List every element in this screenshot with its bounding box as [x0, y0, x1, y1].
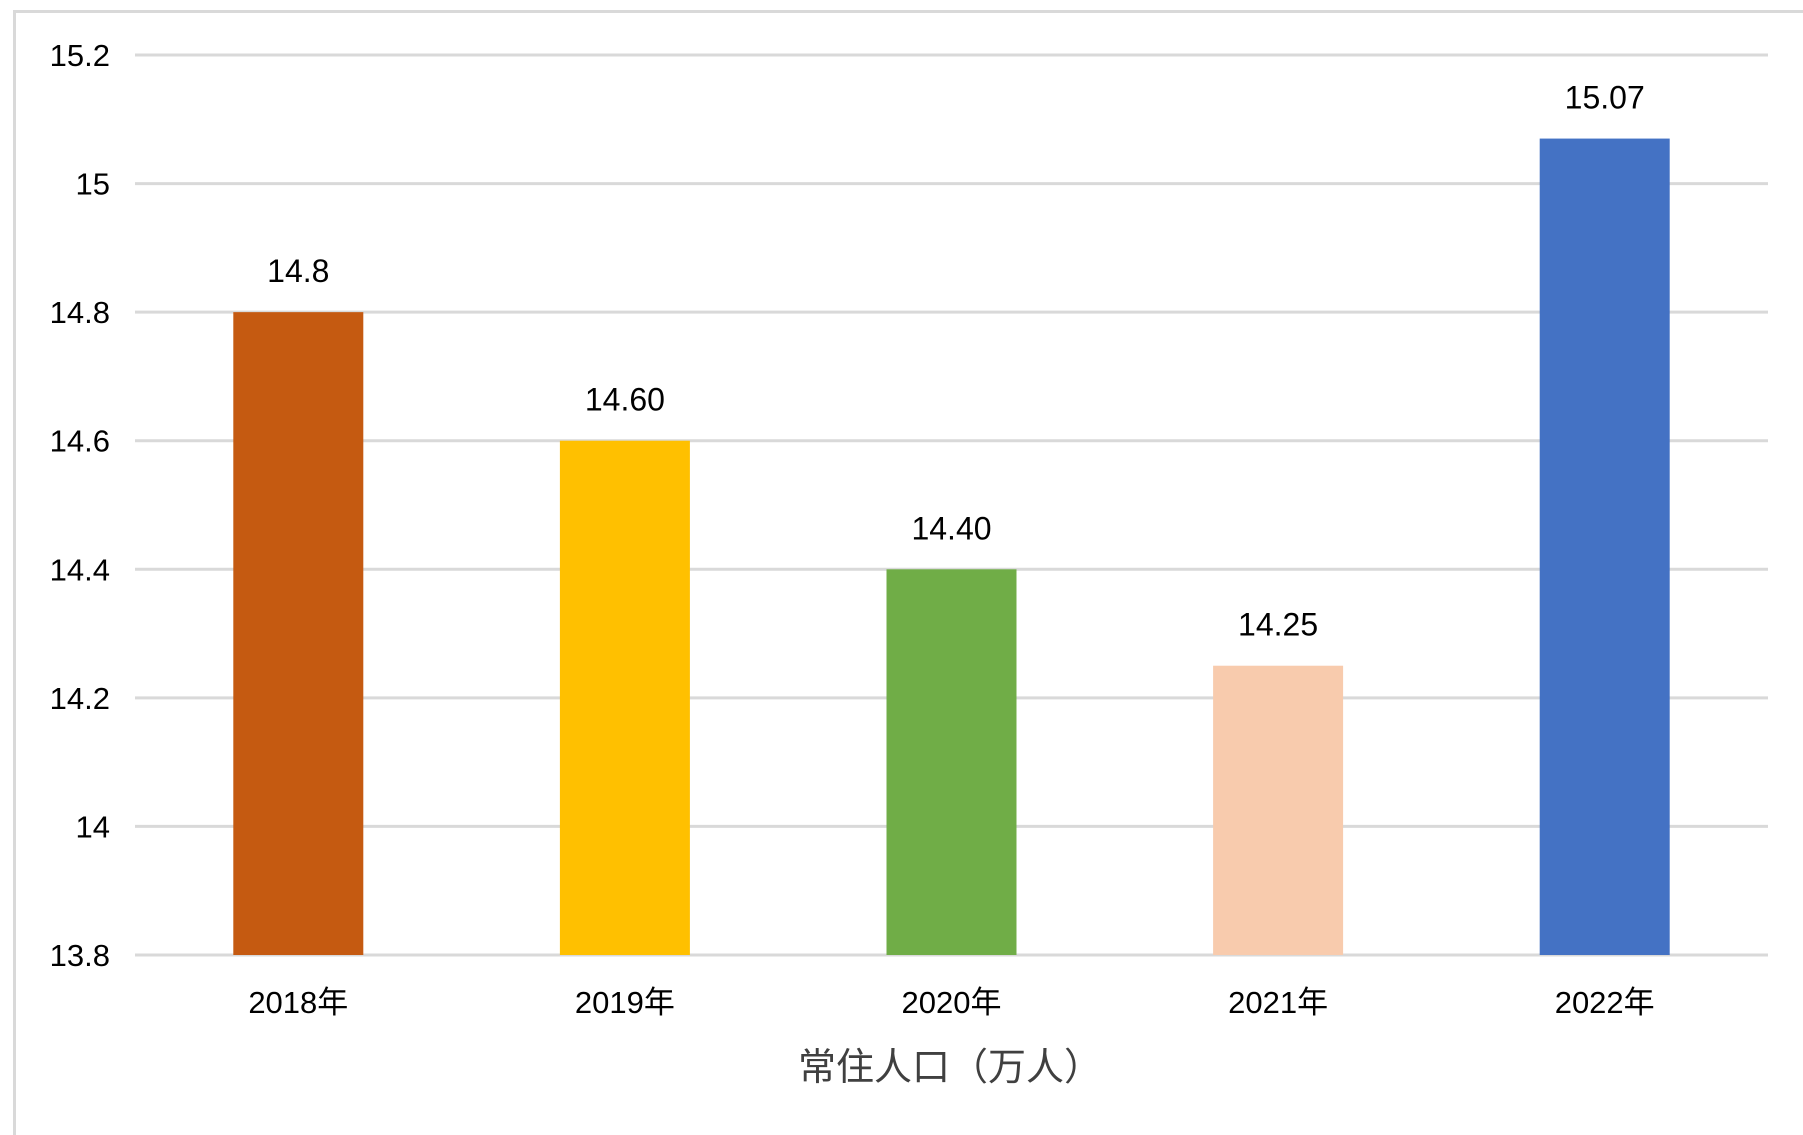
y-tick-label: 14.8 — [50, 295, 110, 330]
y-axis-tick-labels: 13.8 14 14.2 14.4 14.6 14.8 15 15.2 — [50, 38, 110, 973]
y-tick-label: 14.2 — [50, 681, 110, 716]
data-label: 14.25 — [1238, 607, 1318, 643]
chart-frame — [13, 10, 1803, 1135]
data-label: 15.07 — [1565, 80, 1645, 116]
x-tick-label: 2018年 — [248, 985, 348, 1020]
bar — [886, 569, 1017, 955]
bar — [1213, 665, 1344, 955]
y-tick-label: 14.4 — [50, 552, 110, 587]
x-tick-label: 2021年 — [1228, 985, 1328, 1020]
data-label: 14.40 — [911, 510, 991, 546]
x-axis-title: 常住人口（万人） — [798, 1045, 1102, 1089]
y-tick-label: 13.8 — [50, 938, 110, 973]
x-axis-tick-labels: 2018年 2019年 2020年 2021年 2022年 — [248, 985, 1654, 1020]
bar — [1539, 138, 1670, 956]
x-tick-label: 2020年 — [902, 985, 1002, 1020]
data-label: 14.60 — [585, 382, 665, 418]
x-tick-label: 2019年 — [575, 985, 675, 1020]
bar — [233, 312, 364, 956]
bar — [559, 440, 690, 955]
data-label: 14.8 — [267, 253, 329, 289]
x-tick-label: 2022年 — [1555, 985, 1655, 1020]
data-labels: 14.8 14.60 14.40 14.25 15.07 — [267, 80, 1645, 643]
y-tick-label: 14.6 — [50, 424, 110, 459]
y-tick-label: 15.2 — [50, 38, 110, 73]
bars — [233, 138, 1670, 956]
y-tick-label: 15 — [76, 167, 110, 202]
y-tick-label: 14 — [76, 809, 110, 844]
